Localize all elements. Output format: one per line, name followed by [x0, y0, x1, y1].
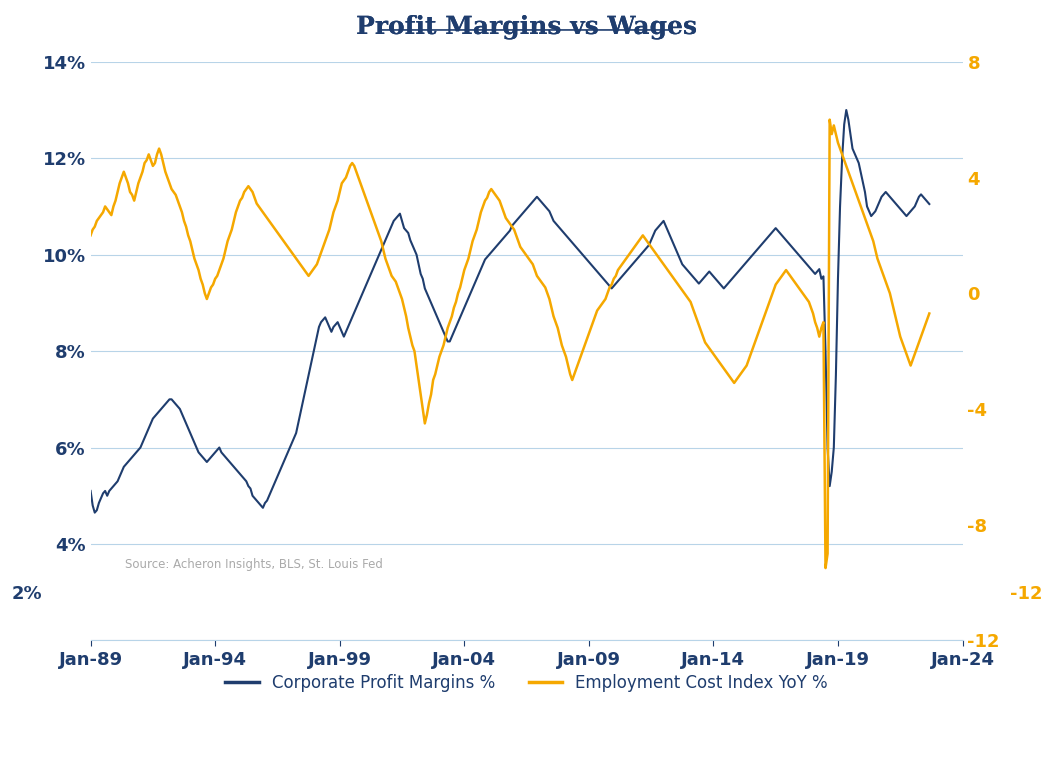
- Title: Profit Margins vs Wages: Profit Margins vs Wages: [357, 15, 697, 39]
- Text: 2%: 2%: [12, 585, 42, 603]
- Legend: Corporate Profit Margins %, Employment Cost Index YoY %: Corporate Profit Margins %, Employment C…: [218, 667, 835, 698]
- Text: -12: -12: [1011, 585, 1043, 603]
- Text: Source: Acheron Insights, BLS, St. Louis Fed: Source: Acheron Insights, BLS, St. Louis…: [126, 558, 383, 571]
